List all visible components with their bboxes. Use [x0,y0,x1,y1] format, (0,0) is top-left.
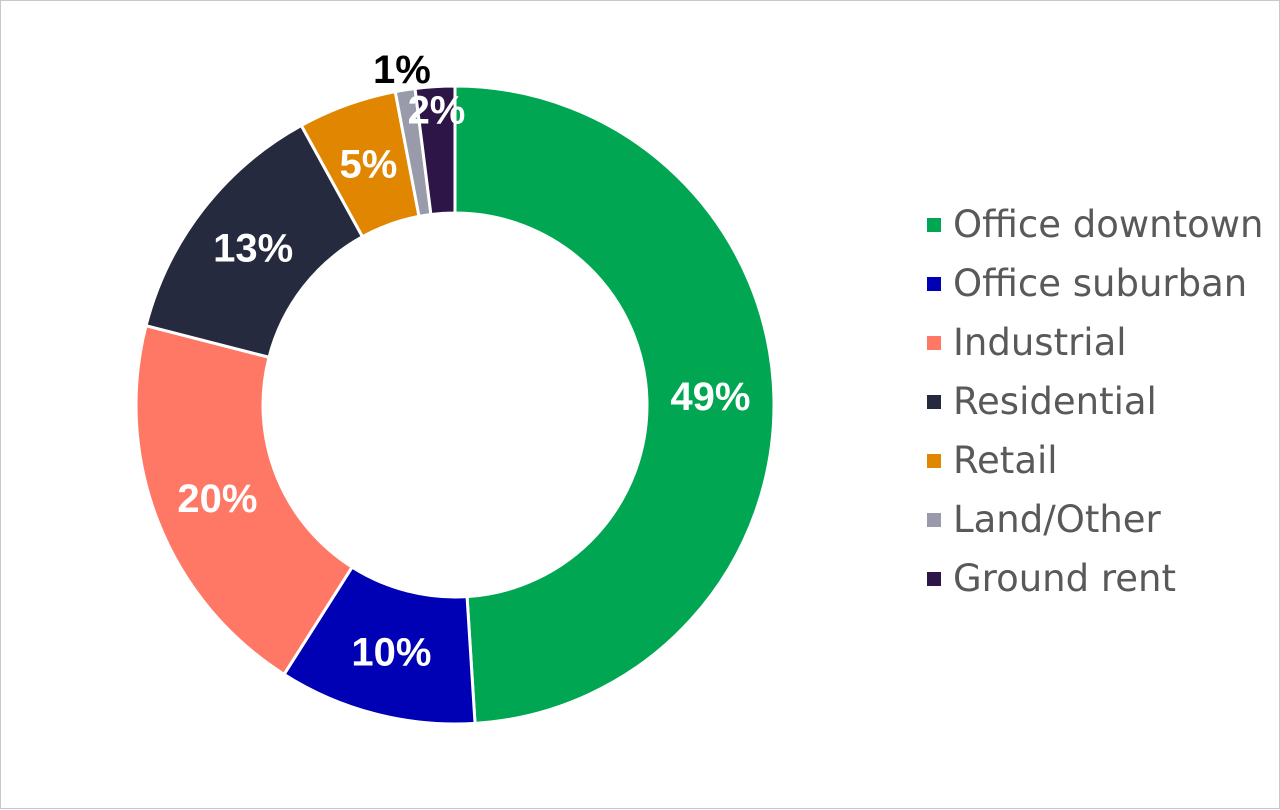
legend-swatch-office-downtown [927,217,941,232]
legend-label-retail: Retail [953,439,1058,482]
slice-industrial [134,323,355,677]
legend-item-retail: Retail [927,431,1263,490]
legend-swatch-industrial [927,335,941,350]
legend-swatch-office-suburban [927,276,941,291]
data-label-land-other: 1% [373,48,431,92]
legend-label-office-downtown: Office downtown [953,203,1264,246]
data-label-office-downtown: 49% [670,375,750,419]
legend-item-ground-rent: Ground rent [927,549,1263,608]
chart-legend: Office downtown Office suburban Industri… [927,195,1263,608]
data-label-industrial: 20% [177,477,257,521]
legend-label-ground-rent: Ground rent [953,557,1176,600]
legend-item-office-suburban: Office suburban [927,254,1263,313]
legend-item-office-downtown: Office downtown [927,195,1263,254]
legend-item-industrial: Industrial [927,313,1263,372]
data-label-ground-rent: 2% [408,89,466,133]
legend-item-residential: Residential [927,372,1263,431]
data-label-office-suburban: 10% [351,630,431,674]
data-label-retail: 5% [340,143,398,187]
legend-label-industrial: Industrial [953,321,1127,364]
legend-swatch-land-other [927,512,941,527]
legend-label-land-other: Land/Other [953,498,1161,541]
slice-office-downtown [453,84,776,725]
legend-swatch-residential [927,394,941,409]
legend-label-residential: Residential [953,380,1157,423]
legend-swatch-ground-rent [927,571,941,586]
legend-item-land-other: Land/Other [927,490,1263,549]
slice-ground-rent [413,84,457,217]
legend-swatch-retail [927,453,941,468]
legend-label-office-suburban: Office suburban [953,262,1248,305]
data-label-residential: 13% [213,226,293,270]
